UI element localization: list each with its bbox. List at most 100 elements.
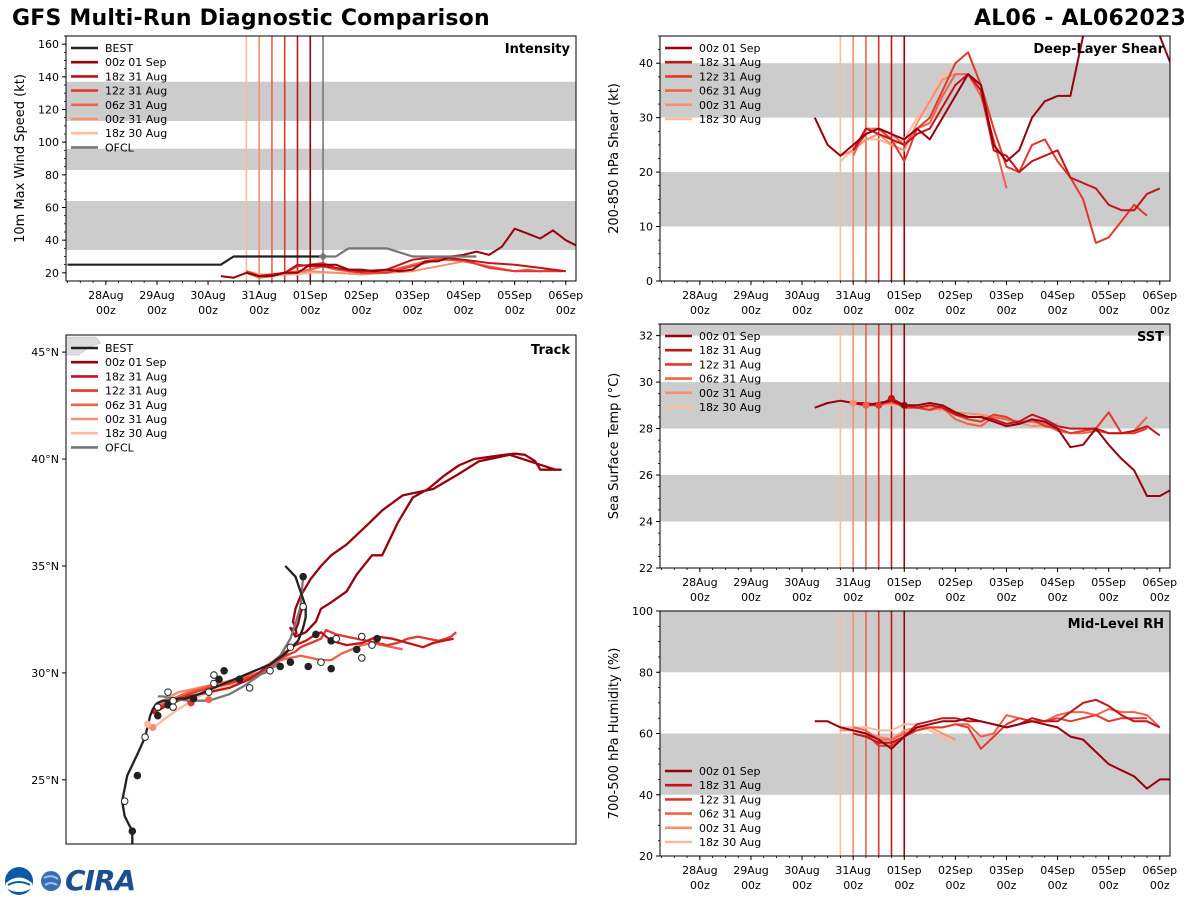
x-tick-label: 29Aug	[733, 864, 768, 877]
lat-tick-label: 35°N	[31, 560, 59, 573]
x-tick-label: 00z	[894, 879, 914, 892]
track-filled-dot	[128, 827, 137, 835]
series-line-00z-01-sep	[814, 399, 1170, 497]
x-tick-label: 05Sep	[1091, 576, 1126, 589]
noaa-logo-icon	[5, 866, 33, 895]
series-line-best	[67, 255, 323, 266]
y-tick-label: 40	[45, 234, 59, 247]
x-tick-label: 00z	[300, 304, 320, 317]
legend-entry: 18z 31 Aug	[665, 344, 761, 357]
init-marker	[887, 394, 895, 402]
legend-entry: 18z 31 Aug	[71, 70, 167, 83]
x-tick-label: 05Sep	[1091, 864, 1126, 877]
x-tick-label: 29Aug	[733, 576, 768, 589]
track-line-best	[120, 565, 307, 844]
x-tick-label: 00z	[1099, 879, 1119, 892]
threshold-band	[660, 475, 1170, 522]
ofcl-marker	[318, 252, 328, 261]
y-tick-label: 100	[38, 136, 59, 149]
legend-label: 18z 30 Aug	[699, 401, 761, 414]
track-filled-dot	[154, 711, 162, 720]
x-tick-label: 01Sep	[887, 864, 922, 877]
x-tick-label: 00z	[1048, 304, 1068, 317]
rh-plot-area	[660, 611, 1170, 856]
track-filled-dot	[276, 662, 285, 671]
lat-tick-label: 40°N	[31, 453, 59, 466]
y-axis-label: Sea Surface Temp (°C)	[607, 373, 622, 520]
track-forecast-dot	[144, 720, 152, 728]
legend-label: 00z 31 Aug	[699, 99, 761, 112]
rh-panel: 20 40 60 80 100 700-500 hPa Humidity (%) 28Aug…	[607, 605, 1177, 892]
sst-panel: 22 24 26 28 30 32 Sea Surface Temp (°C) 28Aug 00…	[607, 323, 1177, 604]
x-tick-label: 00z	[997, 304, 1017, 317]
x-tick-label: 00z	[997, 879, 1017, 892]
x-tick-label: 00z	[1048, 591, 1068, 604]
legend-label: 18z 31 Aug	[105, 70, 167, 83]
x-tick-label: 03Sep	[989, 864, 1024, 877]
legend-label: 18z 30 Aug	[105, 427, 167, 440]
shear-panel: 0 10 20 30 40 200-850 hPa Shear (kt) 28Aug 00z 2…	[607, 35, 1177, 317]
x-tick-label: 05Sep	[497, 289, 532, 302]
y-tick-label: 60	[45, 202, 59, 215]
lat-tick-label: 30°N	[31, 667, 59, 680]
threshold-band	[660, 324, 1170, 336]
shear-plot-area	[660, 36, 1170, 281]
x-tick-label: 00z	[945, 591, 965, 604]
track-filled-dot	[133, 771, 142, 780]
track-open-dot	[164, 688, 172, 696]
y-tick-label: 20	[639, 166, 653, 179]
track-open-dot	[358, 632, 366, 641]
x-tick-label: 28Aug	[682, 576, 717, 589]
x-tick-label: 00z	[1150, 591, 1170, 604]
legend-label: 12z 31 Aug	[105, 85, 167, 98]
track-open-dot	[299, 602, 307, 611]
track-filled-dot	[215, 675, 223, 684]
track-filled-dot	[373, 634, 381, 643]
x-tick-label: 00z	[1099, 591, 1119, 604]
legend-entry: 00z 31 Aug	[71, 413, 167, 426]
track-open-dot	[358, 654, 366, 662]
x-tick-label: 30Aug	[784, 289, 819, 302]
x-tick-label: 00z	[1150, 879, 1170, 892]
series-line-00z-31-aug	[840, 73, 956, 157]
legend-entry: 00z 01 Sep	[665, 42, 761, 55]
x-tick-label: 00z	[792, 304, 812, 317]
track-open-dot	[266, 666, 274, 675]
x-tick-label: 28Aug	[88, 289, 123, 302]
y-tick-label: 20	[45, 267, 59, 280]
x-tick-label: 00z	[556, 304, 576, 317]
threshold-band	[660, 733, 1170, 795]
x-tick-label: 06Sep	[1142, 576, 1177, 589]
y-tick-label: 60	[639, 728, 653, 741]
intensity-plot-area	[66, 36, 576, 281]
threshold-band	[660, 172, 1170, 227]
x-tick-label: 03Sep	[395, 289, 430, 302]
legend-entry: 18z 31 Aug	[71, 370, 167, 383]
panel-frame	[659, 323, 1171, 569]
series-line-18z-31-aug	[852, 73, 1161, 212]
init-marker	[900, 401, 908, 409]
y-tick-label: 120	[38, 104, 59, 117]
y-axis-label: 200-850 hPa Shear (kt)	[607, 83, 622, 234]
legend-entry: 18z 30 Aug	[665, 836, 761, 849]
legend-label: 18z 30 Aug	[699, 113, 761, 126]
threshold-band	[66, 81, 576, 121]
legend-entry: 00z 31 Aug	[665, 822, 761, 835]
legend-label: 00z 01 Sep	[105, 56, 167, 69]
track-open-dot	[286, 643, 295, 652]
x-tick-label: 00z	[690, 591, 710, 604]
panel-title: Track	[531, 343, 570, 358]
x-tick-label: 04Sep	[1040, 576, 1075, 589]
sst-plot-area	[660, 324, 1170, 568]
legend-label: 06z 31 Aug	[105, 99, 167, 112]
legend-entry: 18z 30 Aug	[71, 427, 167, 440]
x-tick-label: 00z	[690, 304, 710, 317]
x-tick-label: 31Aug	[835, 864, 870, 877]
legend-label: 00z 01 Sep	[105, 356, 167, 369]
legend-label: 00z 01 Sep	[699, 330, 761, 343]
legend-entry: 12z 31 Aug	[71, 85, 167, 98]
series-line-06z-31-aug	[852, 708, 1161, 741]
x-tick-label: 02Sep	[938, 289, 973, 302]
